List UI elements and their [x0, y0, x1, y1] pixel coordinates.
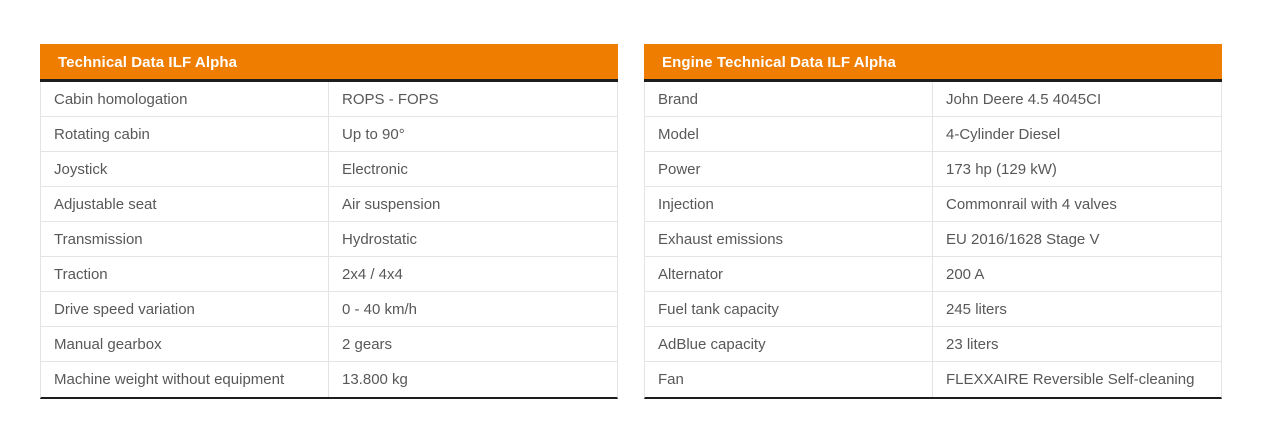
table-row: Machine weight without equipment 13.800 …	[41, 362, 617, 397]
spec-label: Injection	[645, 187, 933, 221]
table-row: Fuel tank capacity 245 liters	[645, 292, 1221, 327]
spec-value: 23 liters	[946, 335, 999, 353]
engine-technical-data-table-title: Engine Technical Data ILF Alpha	[644, 44, 1222, 82]
spec-value: FLEXXAIRE Reversible Self-cleaning	[946, 371, 1195, 388]
table-row: Adjustable seat Air suspension	[41, 187, 617, 222]
table-row: AdBlue capacity 23 liters	[645, 327, 1221, 362]
spec-label: Power	[645, 152, 933, 186]
technical-data-table-title: Technical Data ILF Alpha	[40, 44, 618, 82]
spec-label: Adjustable seat	[41, 187, 329, 221]
spec-label: Transmission	[41, 222, 329, 256]
technical-data-table-body: Cabin homologation ROPS - FOPS Rotating …	[40, 82, 618, 399]
spec-label: Machine weight without equipment	[41, 362, 329, 397]
spec-value: 173 hp (129 kW)	[946, 160, 1057, 178]
spec-value: 200 A	[946, 265, 985, 283]
spec-value: John Deere 4.5 4045CI	[946, 90, 1102, 108]
spec-label: Model	[645, 117, 933, 151]
spec-value: Hydrostatic	[342, 230, 418, 248]
spec-label: Joystick	[41, 152, 329, 186]
spec-tables-container: Technical Data ILF Alpha Cabin homologat…	[40, 44, 1222, 399]
spec-value: 2x4 / 4x4	[342, 265, 403, 283]
spec-label: Drive speed variation	[41, 292, 329, 326]
table-row: Power 173 hp (129 kW)	[645, 152, 1221, 187]
table-row: Alternator 200 A	[645, 257, 1221, 292]
table-row: Brand John Deere 4.5 4045CI	[645, 82, 1221, 117]
spec-value: Commonrail with 4 valves	[946, 195, 1117, 213]
table-row: Fan FLEXXAIRE Reversible Self-cleaning	[645, 362, 1221, 397]
table-row: Drive speed variation 0 - 40 km/h	[41, 292, 617, 327]
table-row: Traction 2x4 / 4x4	[41, 257, 617, 292]
table-row: Model 4-Cylinder Diesel	[645, 117, 1221, 152]
spec-label: Rotating cabin	[41, 117, 329, 151]
engine-technical-data-table: Engine Technical Data ILF Alpha Brand Jo…	[644, 44, 1222, 399]
spec-label: Alternator	[645, 257, 933, 291]
spec-label: Cabin homologation	[41, 82, 329, 116]
spec-value: 0 - 40 km/h	[342, 300, 418, 318]
table-row: Cabin homologation ROPS - FOPS	[41, 82, 617, 117]
spec-label: Manual gearbox	[41, 327, 329, 361]
spec-label: Fan	[645, 362, 933, 397]
spec-value: Electronic	[342, 160, 408, 178]
spec-value: 13.800 kg	[342, 371, 408, 388]
spec-value: ROPS - FOPS	[342, 90, 439, 108]
table-row: Transmission Hydrostatic	[41, 222, 617, 257]
table-row: Manual gearbox 2 gears	[41, 327, 617, 362]
spec-value: 245 liters	[946, 300, 1007, 318]
spec-label: AdBlue capacity	[645, 327, 933, 361]
spec-value: Up to 90°	[342, 125, 405, 143]
table-row: Rotating cabin Up to 90°	[41, 117, 617, 152]
table-row: Exhaust emissions EU 2016/1628 Stage V	[645, 222, 1221, 257]
table-row: Injection Commonrail with 4 valves	[645, 187, 1221, 222]
spec-label: Exhaust emissions	[645, 222, 933, 256]
engine-technical-data-table-body: Brand John Deere 4.5 4045CI Model 4-Cyli…	[644, 82, 1222, 399]
spec-value: Air suspension	[342, 195, 441, 213]
spec-value: 4-Cylinder Diesel	[946, 125, 1061, 143]
spec-label: Fuel tank capacity	[645, 292, 933, 326]
spec-value: 2 gears	[342, 335, 393, 353]
technical-data-table: Technical Data ILF Alpha Cabin homologat…	[40, 44, 618, 399]
spec-label: Brand	[645, 82, 933, 116]
table-row: Joystick Electronic	[41, 152, 617, 187]
spec-value: EU 2016/1628 Stage V	[946, 230, 1100, 248]
spec-label: Traction	[41, 257, 329, 291]
